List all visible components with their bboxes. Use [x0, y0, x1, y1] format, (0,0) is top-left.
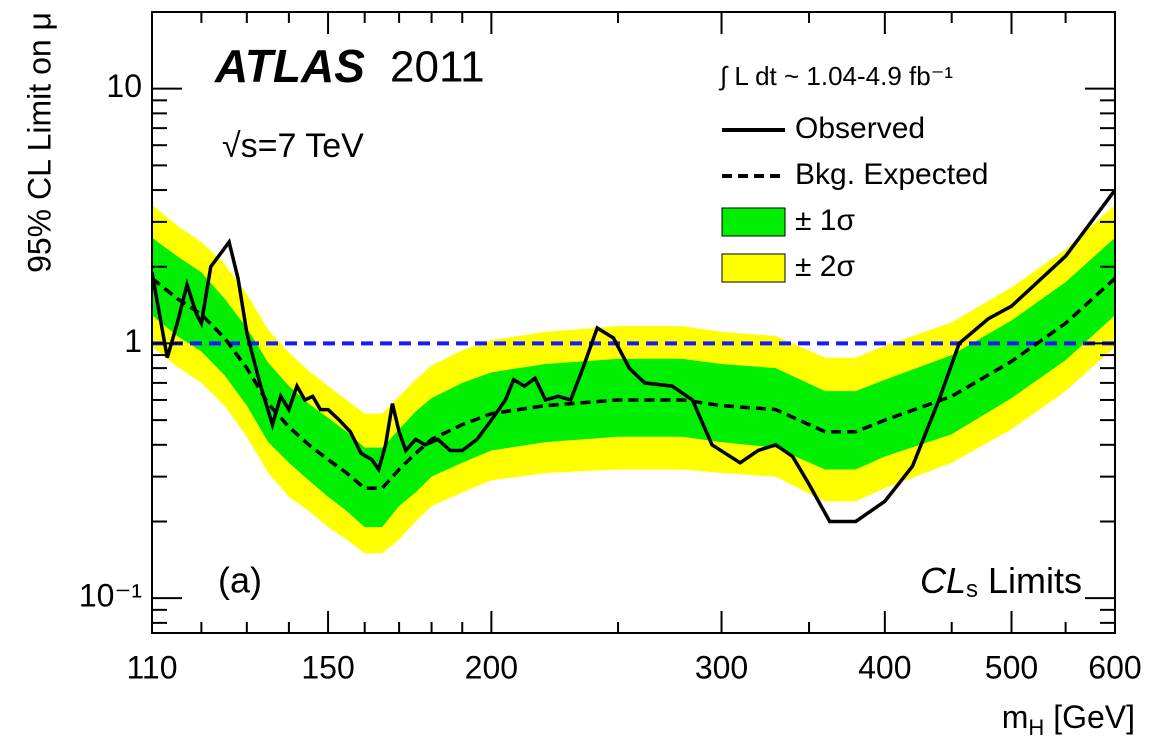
legend-label: ± 2σ [795, 250, 855, 283]
method-label: CLs Limits [920, 560, 1082, 604]
legend-label: Observed [795, 112, 925, 145]
bands [152, 204, 1115, 554]
legend: Observed Bkg. Expected ± 1σ ± 2σ [721, 112, 988, 283]
method-rest: Limits [978, 560, 1082, 601]
x-tick-label: 300 [695, 649, 748, 685]
legend-swatch [721, 253, 786, 283]
x-label-main: m [1002, 699, 1029, 735]
limit-line [152, 189, 1115, 524]
x-tick-label: 150 [301, 649, 354, 685]
method-sub: s [966, 576, 978, 603]
panel-label: (a) [218, 560, 262, 601]
x-tick-label: 600 [1088, 649, 1141, 685]
legend-swatch [721, 207, 786, 237]
plot-frame [151, 11, 1116, 634]
y-tick-label: 10⁻¹ [79, 578, 142, 614]
lines [152, 189, 1115, 524]
limit-line [152, 277, 1115, 491]
experiment: ATLAS [214, 40, 365, 92]
x-label-rest: [GeV] [1044, 699, 1135, 735]
legend-label: ± 1σ [795, 204, 855, 237]
sigma-band [152, 237, 1115, 528]
x-label-sub: H [1028, 715, 1044, 740]
luminosity: ∫ L dt ~ 1.04-4.9 fb⁻¹ [718, 61, 953, 91]
legend-label: Bkg. Expected [795, 158, 988, 191]
x-axis-label: mH [GeV] [1002, 699, 1135, 739]
y-tick-label: 10 [106, 68, 142, 104]
x-tick-label: 500 [985, 649, 1038, 685]
energy: √s=7 TeV [222, 127, 364, 165]
x-tick-label: 110 [126, 649, 177, 685]
y-tick-label: 1 [124, 323, 142, 359]
method-main: CL [920, 560, 966, 601]
x-tick-label: 400 [858, 649, 911, 685]
x-tick-label: 200 [465, 649, 518, 685]
y-axis-label: 95% CL Limit on μ [21, 12, 57, 273]
year: 2011 [390, 43, 485, 92]
